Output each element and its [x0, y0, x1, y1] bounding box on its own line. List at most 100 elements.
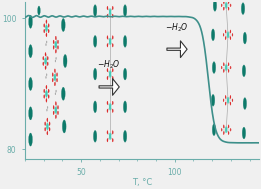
Circle shape	[112, 139, 113, 142]
Text: $-H_2O$: $-H_2O$	[97, 59, 121, 71]
Circle shape	[54, 74, 56, 81]
Circle shape	[45, 127, 46, 131]
Circle shape	[62, 120, 66, 133]
Circle shape	[47, 106, 48, 109]
Circle shape	[53, 105, 54, 109]
Circle shape	[48, 24, 49, 27]
Circle shape	[223, 69, 224, 72]
Circle shape	[44, 89, 45, 93]
Circle shape	[225, 30, 226, 33]
Circle shape	[47, 118, 48, 122]
Circle shape	[45, 25, 48, 32]
Circle shape	[53, 46, 54, 49]
Circle shape	[212, 62, 216, 74]
Circle shape	[227, 32, 229, 38]
Circle shape	[107, 43, 108, 47]
Circle shape	[211, 94, 215, 106]
Circle shape	[53, 40, 54, 44]
Circle shape	[223, 7, 224, 10]
Circle shape	[93, 68, 97, 80]
Circle shape	[45, 66, 46, 70]
Circle shape	[61, 87, 65, 100]
Circle shape	[109, 71, 111, 77]
Circle shape	[228, 7, 229, 10]
Circle shape	[45, 53, 46, 56]
Circle shape	[29, 133, 32, 146]
Circle shape	[123, 101, 127, 113]
Circle shape	[57, 78, 58, 82]
Circle shape	[46, 41, 47, 43]
Circle shape	[213, 0, 217, 11]
Circle shape	[221, 4, 222, 7]
Circle shape	[54, 82, 55, 86]
Circle shape	[107, 139, 108, 142]
Circle shape	[109, 9, 111, 15]
Circle shape	[223, 131, 224, 135]
Circle shape	[55, 60, 56, 62]
Circle shape	[61, 19, 65, 32]
Circle shape	[93, 130, 97, 142]
Text: $-H_2O$: $-H_2O$	[165, 21, 189, 33]
Circle shape	[48, 95, 49, 98]
Circle shape	[29, 77, 32, 91]
Circle shape	[112, 109, 113, 112]
Circle shape	[93, 5, 97, 16]
Circle shape	[112, 14, 113, 18]
Circle shape	[112, 43, 113, 47]
Circle shape	[228, 0, 229, 4]
Circle shape	[230, 66, 231, 69]
Circle shape	[109, 133, 111, 140]
Circle shape	[225, 36, 226, 40]
Circle shape	[46, 123, 48, 130]
Circle shape	[57, 40, 58, 44]
Circle shape	[232, 33, 233, 36]
Circle shape	[107, 6, 108, 10]
Circle shape	[228, 125, 229, 128]
Circle shape	[107, 101, 108, 105]
Circle shape	[112, 131, 113, 134]
Circle shape	[55, 93, 56, 95]
Circle shape	[63, 54, 67, 67]
Circle shape	[225, 64, 227, 71]
Circle shape	[29, 45, 32, 58]
Circle shape	[112, 6, 113, 10]
Circle shape	[107, 109, 108, 112]
Circle shape	[45, 90, 48, 97]
Circle shape	[52, 78, 53, 82]
Circle shape	[93, 101, 97, 113]
Circle shape	[223, 99, 224, 102]
Circle shape	[230, 36, 231, 40]
Circle shape	[243, 98, 247, 109]
Circle shape	[123, 36, 127, 47]
Circle shape	[109, 38, 111, 45]
Circle shape	[221, 66, 222, 69]
Circle shape	[230, 4, 231, 7]
Circle shape	[46, 33, 47, 37]
Circle shape	[107, 131, 108, 134]
Circle shape	[52, 73, 53, 76]
Circle shape	[55, 101, 56, 105]
Circle shape	[29, 107, 32, 120]
Circle shape	[123, 130, 127, 142]
Circle shape	[230, 95, 231, 99]
Circle shape	[93, 36, 97, 47]
Circle shape	[112, 68, 113, 72]
Circle shape	[44, 95, 45, 98]
Circle shape	[228, 69, 229, 72]
X-axis label: T, °C: T, °C	[132, 178, 152, 187]
Circle shape	[212, 124, 216, 136]
Circle shape	[221, 128, 222, 131]
Circle shape	[107, 76, 108, 80]
Circle shape	[57, 111, 58, 115]
Circle shape	[57, 46, 58, 49]
Circle shape	[225, 102, 226, 105]
Circle shape	[46, 20, 47, 23]
Circle shape	[38, 6, 40, 15]
Circle shape	[48, 89, 49, 93]
Circle shape	[46, 85, 47, 89]
Circle shape	[230, 102, 231, 105]
Circle shape	[123, 68, 127, 80]
Circle shape	[43, 56, 44, 60]
Circle shape	[45, 58, 46, 64]
Circle shape	[107, 68, 108, 72]
